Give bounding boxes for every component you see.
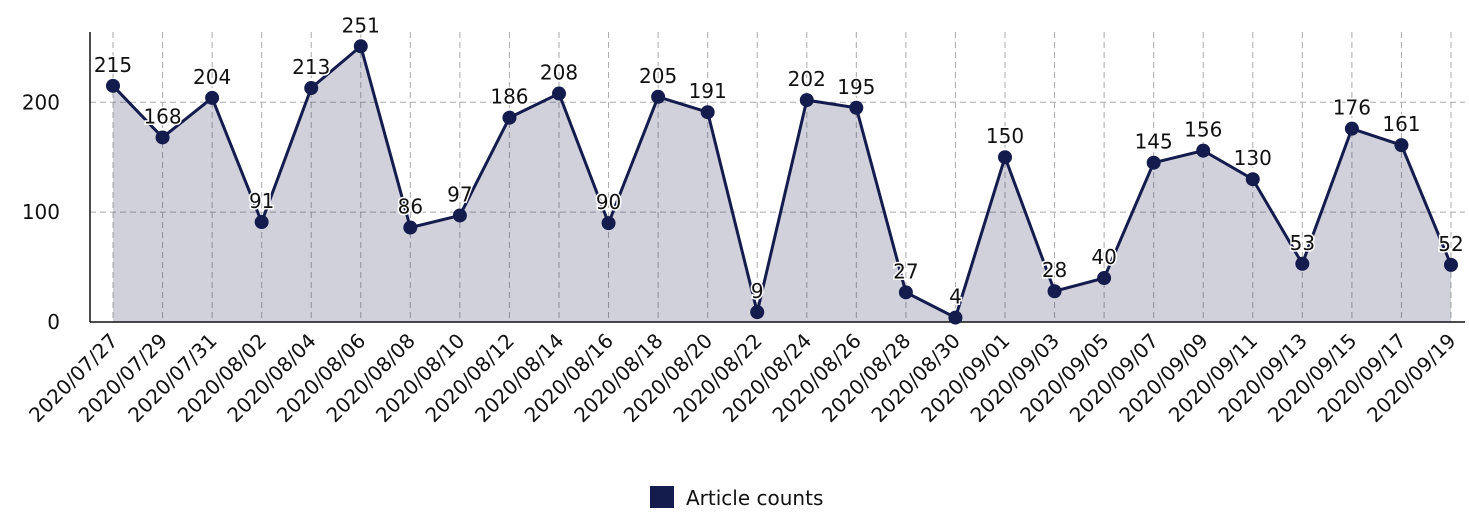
data-label: 130 [1234, 146, 1272, 170]
data-label: 195 [837, 75, 875, 99]
data-label: 161 [1382, 112, 1420, 136]
point [106, 78, 120, 93]
data-label: 9 [751, 279, 764, 303]
data-label: 4 [949, 285, 962, 309]
point [651, 89, 666, 104]
data-label: 97 [447, 182, 472, 206]
point [750, 305, 765, 320]
point [452, 208, 467, 223]
data-label: 176 [1333, 96, 1371, 120]
data-label: 52 [1438, 232, 1463, 256]
data-label: 145 [1135, 130, 1173, 154]
data-label: 156 [1184, 118, 1222, 142]
data-label: 215 [94, 53, 132, 77]
data-label: 204 [193, 65, 231, 89]
data-label: 191 [689, 79, 727, 103]
data-label: 205 [639, 64, 677, 88]
area [113, 46, 1451, 322]
point [1444, 257, 1458, 272]
legend-label: Article counts [686, 486, 823, 509]
point [1344, 121, 1359, 136]
point [998, 150, 1012, 165]
point [155, 130, 170, 145]
point [552, 86, 566, 101]
point [799, 93, 814, 108]
point [1295, 256, 1310, 271]
data-label: 186 [490, 85, 528, 109]
data-label: 40 [1091, 245, 1116, 269]
data-label: 90 [596, 190, 621, 214]
point [948, 310, 963, 325]
data-label: 150 [986, 124, 1024, 148]
point [403, 220, 418, 235]
point [502, 110, 517, 125]
data-label: 27 [893, 259, 918, 283]
point [304, 81, 319, 96]
point [601, 216, 616, 231]
point [1245, 172, 1260, 187]
data-label: 86 [398, 195, 423, 219]
data-label: 213 [292, 55, 330, 79]
point [254, 215, 269, 230]
y-tick-label: 200 [22, 90, 60, 114]
legend-swatch [650, 486, 674, 508]
point [849, 100, 864, 115]
data-label: 208 [540, 61, 578, 85]
point [1394, 138, 1409, 153]
point [1146, 155, 1161, 170]
point [205, 90, 220, 105]
data-label: 202 [788, 67, 826, 91]
point [1196, 143, 1211, 158]
data-label: 168 [143, 104, 181, 128]
point [700, 105, 715, 120]
point [353, 39, 368, 54]
line [111, 43, 1453, 320]
point [1047, 284, 1062, 299]
y-tick-label: 0 [47, 310, 60, 334]
point [898, 285, 913, 300]
data-label: 91 [249, 189, 274, 213]
point [1097, 271, 1112, 286]
data-label: 53 [1290, 231, 1315, 255]
y-tick-label: 100 [22, 200, 60, 224]
data-label: 28 [1042, 258, 1067, 282]
data-label: 251 [342, 13, 380, 37]
